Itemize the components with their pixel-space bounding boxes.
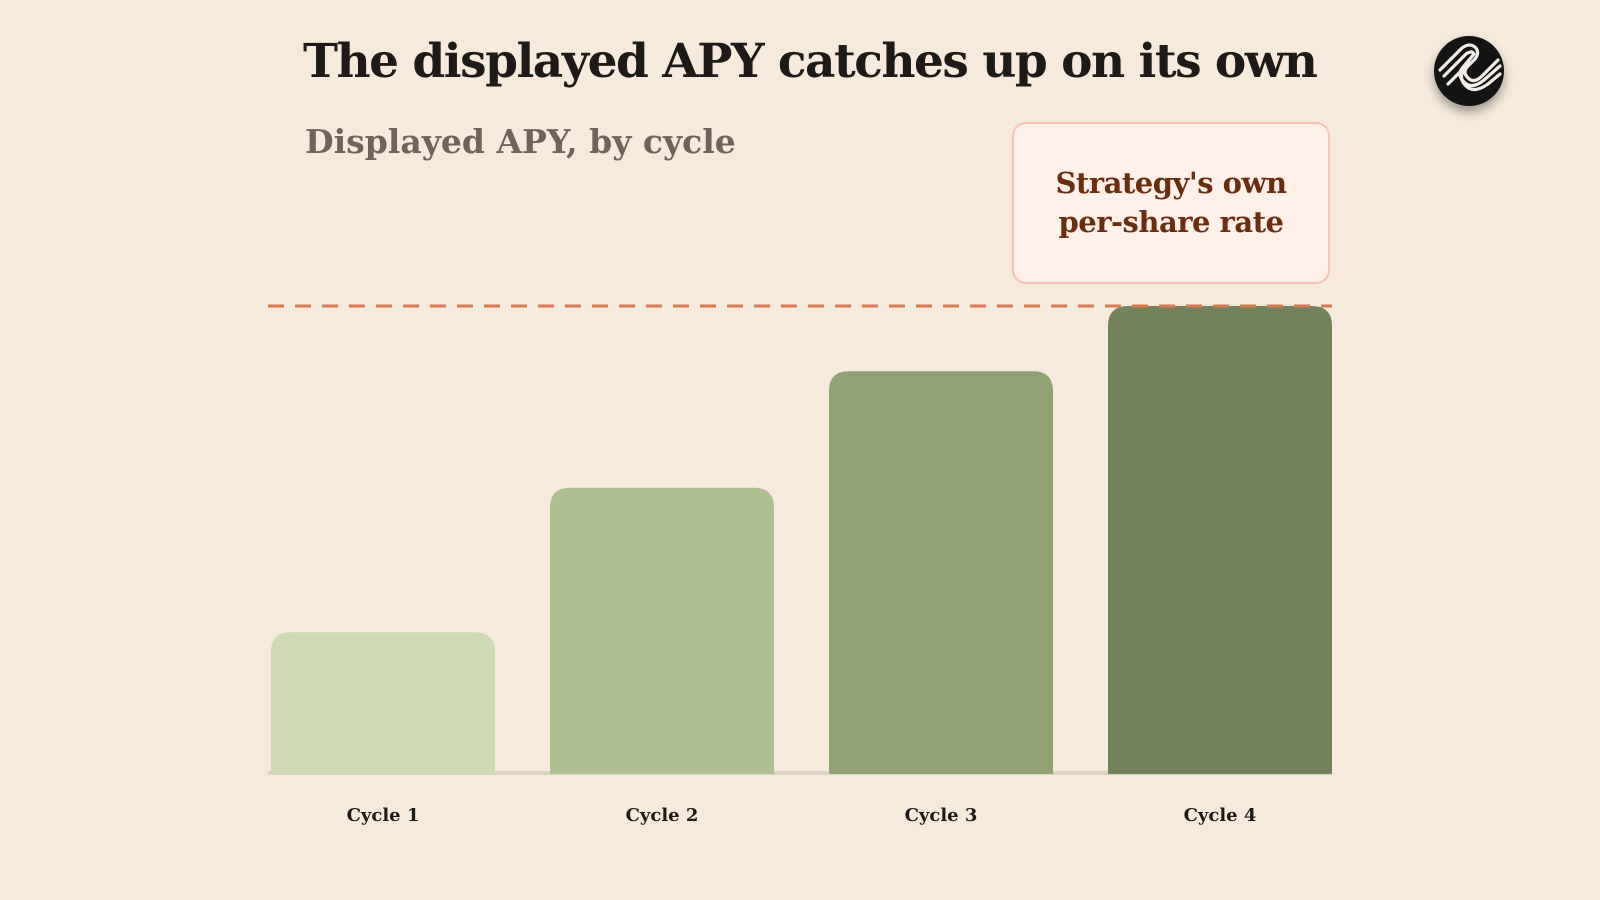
bar-3 — [829, 371, 1053, 774]
bar-4 — [1108, 306, 1332, 774]
bar-2 — [550, 487, 774, 774]
reference-callout: Strategy's own per-share rate — [1012, 122, 1330, 284]
x-tick-label-1: Cycle 1 — [347, 805, 420, 826]
chart-title: The displayed APY catches up on its own — [303, 34, 1318, 89]
brand-logo-icon — [1434, 36, 1504, 106]
x-tick-label-2: Cycle 2 — [626, 805, 699, 826]
bar-1 — [271, 632, 495, 774]
x-tick-label-3: Cycle 3 — [905, 805, 978, 826]
reference-callout-label: Strategy's own per-share rate — [1055, 166, 1287, 239]
chart-subtitle: Displayed APY, by cycle — [305, 122, 736, 161]
stylized-s-logo-icon — [1438, 43, 1502, 92]
x-tick-label-4: Cycle 4 — [1184, 805, 1257, 826]
